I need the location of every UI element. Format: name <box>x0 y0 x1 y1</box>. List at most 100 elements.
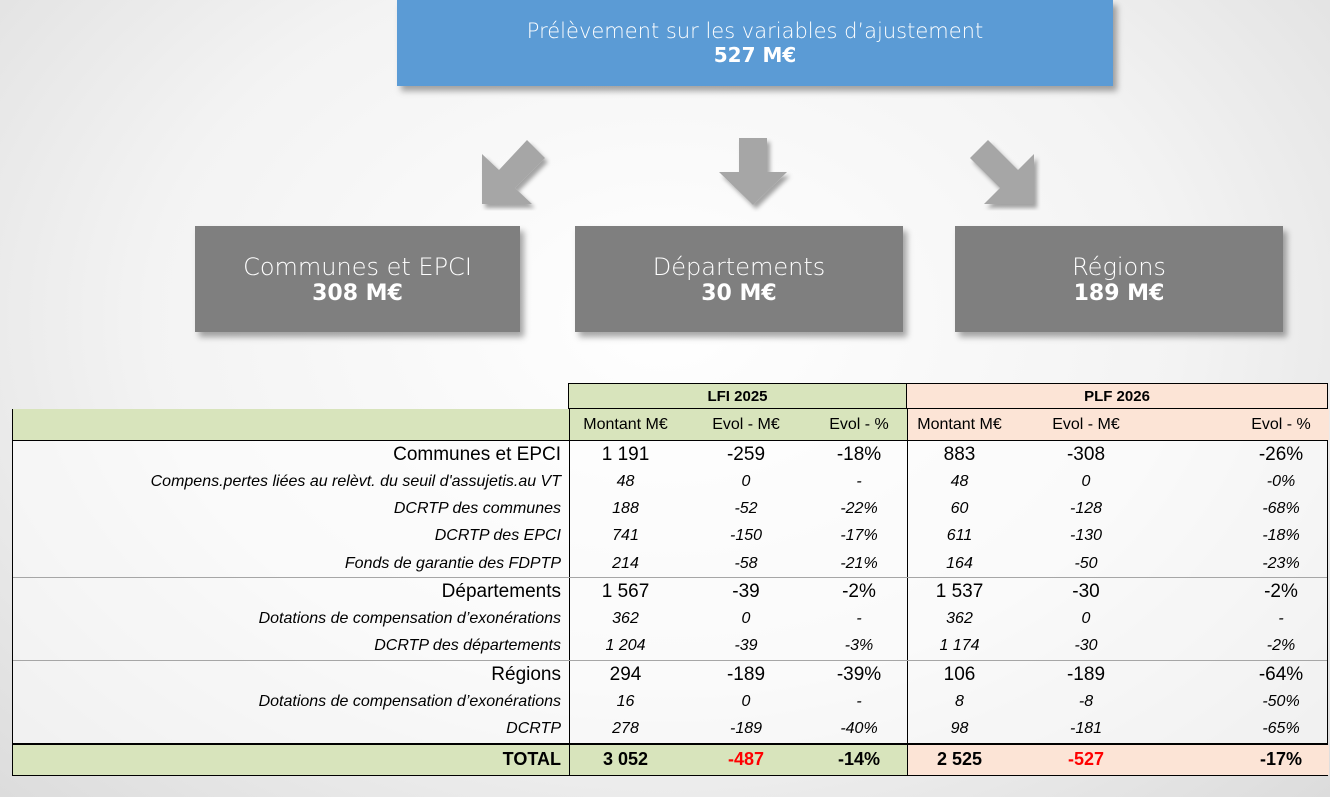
cell: 1 204 <box>569 632 681 660</box>
arrow <box>970 140 1034 204</box>
cell: -2% <box>842 580 876 602</box>
empty <box>12 383 568 409</box>
cell: 3 052 <box>569 744 681 775</box>
arrows <box>482 138 1034 205</box>
table-row: Fonds de garantie des FDPTP 214 -58 -21% 164… <box>13 550 1327 578</box>
cell: -0% <box>1266 472 1296 490</box>
cell: -18% <box>836 443 882 465</box>
cell: 611 <box>907 522 1011 550</box>
cell: 106 <box>907 661 1011 689</box>
cell: -64% <box>1258 663 1304 685</box>
row-label: Dotations de compensation d’exonérations <box>258 610 561 628</box>
table-row: DCRTP des EPCI 741 -150 -17% 611 -130 -18% <box>13 522 1327 550</box>
row-label: Dotations de compensation d’exonérations <box>258 692 561 710</box>
cell: -39 <box>732 580 760 602</box>
table-row: DCRTP des départements 1 204 -39 -3% 1 174 -3… <box>13 632 1327 660</box>
row-label: DCRTP des départements <box>374 637 561 655</box>
column-header: Evol - % <box>811 409 907 440</box>
column-header: Montant M€ <box>569 409 681 440</box>
cell: 362 <box>569 605 681 633</box>
row-label: TOTAL <box>13 744 569 775</box>
cell: 60 <box>907 495 1011 523</box>
row-label: Départements <box>441 580 561 602</box>
cell: -30 <box>1074 637 1098 655</box>
cell: -128 <box>1069 500 1103 518</box>
cell: -2% <box>1266 637 1296 655</box>
cell: 0 <box>741 472 751 490</box>
row-label: Compens.pertes liées au relèvt. du seuil… <box>150 472 561 490</box>
cell: -52 <box>734 500 758 518</box>
cell: -22% <box>840 500 878 518</box>
cell: 1 174 <box>907 632 1011 660</box>
target-box: Départements 30 M€ <box>575 226 903 332</box>
table-row: Départements 1 567 -39 -2% 1 537 -30 -2% <box>13 577 1327 606</box>
cell: 214 <box>569 550 681 578</box>
table-row: Régions 294 -189 -39% 106 -189 -64% <box>13 660 1327 689</box>
cell: 0 <box>1081 610 1091 628</box>
cell: 294 <box>569 661 681 689</box>
row-label: Communes et EPCI <box>393 443 561 465</box>
cell: -26% <box>1258 443 1304 465</box>
cell: -181 <box>1069 720 1103 738</box>
cell: -30 <box>1072 580 1100 602</box>
box-amount: 189 M€ <box>1073 280 1165 306</box>
cell: -39 <box>734 637 758 655</box>
cell: -527 <box>1011 744 1161 775</box>
cell: -21% <box>840 554 878 572</box>
row-label: DCRTP des communes <box>393 500 561 518</box>
cell: -150 <box>729 527 763 545</box>
box-label: Régions <box>1072 252 1166 281</box>
cell: -17% <box>840 527 878 545</box>
cell: -259 <box>726 443 766 465</box>
box-amount: 308 M€ <box>312 280 403 306</box>
cell: -189 <box>1066 663 1106 685</box>
cell: -65% <box>1262 720 1300 738</box>
cell: 164 <box>907 550 1011 578</box>
cell: 278 <box>569 715 681 743</box>
row-label: Régions <box>491 663 561 685</box>
cell: - <box>856 472 862 490</box>
target-box: Communes et EPCI 308 M€ <box>195 226 520 332</box>
table-row: DCRTP des communes 188 -52 -22% 60 -128 -68% <box>13 495 1327 523</box>
cell: 1 567 <box>569 578 681 606</box>
column-header: Montant M€ <box>907 409 1011 440</box>
table-row: Dotations de compensation d’exonérations… <box>13 605 1327 633</box>
cell: 0 <box>741 610 751 628</box>
cell: 1 537 <box>907 578 1011 606</box>
arrow <box>482 140 545 204</box>
cell: -189 <box>729 720 763 738</box>
group-header: LFI 2025 <box>568 383 906 409</box>
cell: 741 <box>569 522 681 550</box>
cell: -189 <box>726 663 766 685</box>
cell: -308 <box>1066 443 1106 465</box>
table-row: DCRTP 278 -189 -40% 98 -181 -65% <box>13 715 1327 743</box>
cell: -130 <box>1069 527 1103 545</box>
row-label: DCRTP des EPCI <box>434 527 561 545</box>
cell: - <box>856 610 862 628</box>
cell: 883 <box>907 441 1011 469</box>
cell: 2 525 <box>907 744 1011 775</box>
cell: -8 <box>1078 692 1094 710</box>
cell: -3% <box>844 637 874 655</box>
source-box: Prélèvement sur les variables d’ajusteme… <box>397 0 1113 86</box>
row-label: Fonds de garantie des FDPTP <box>344 554 561 572</box>
cell: 48 <box>569 468 681 496</box>
cell: 0 <box>741 692 751 710</box>
column-header: Evol - M€ <box>681 409 811 440</box>
table-row: TOTAL 3 052 -487 -14% 2 525 -527 -17% <box>12 742 1329 776</box>
cell: -58 <box>734 554 758 572</box>
box-amount: 30 M€ <box>701 280 777 306</box>
cell: 0 <box>1081 472 1091 490</box>
target-box: Régions 189 M€ <box>955 226 1283 332</box>
group-header-row: LFI 2025 PLF 2026 <box>12 383 1328 409</box>
table-body: Communes et EPCI 1 191 -259 -18% 883 -308 -26%… <box>12 441 1328 743</box>
cell: 188 <box>569 495 681 523</box>
cell: -23% <box>1262 554 1300 572</box>
cell: 48 <box>907 468 1011 496</box>
column-header: Evol - M€ <box>1011 409 1161 440</box>
cell: - <box>856 692 862 710</box>
table-row: Compens.pertes liées au relèvt. du seuil… <box>13 468 1327 496</box>
cell: -18% <box>1262 527 1300 545</box>
cell: -40% <box>840 720 878 738</box>
